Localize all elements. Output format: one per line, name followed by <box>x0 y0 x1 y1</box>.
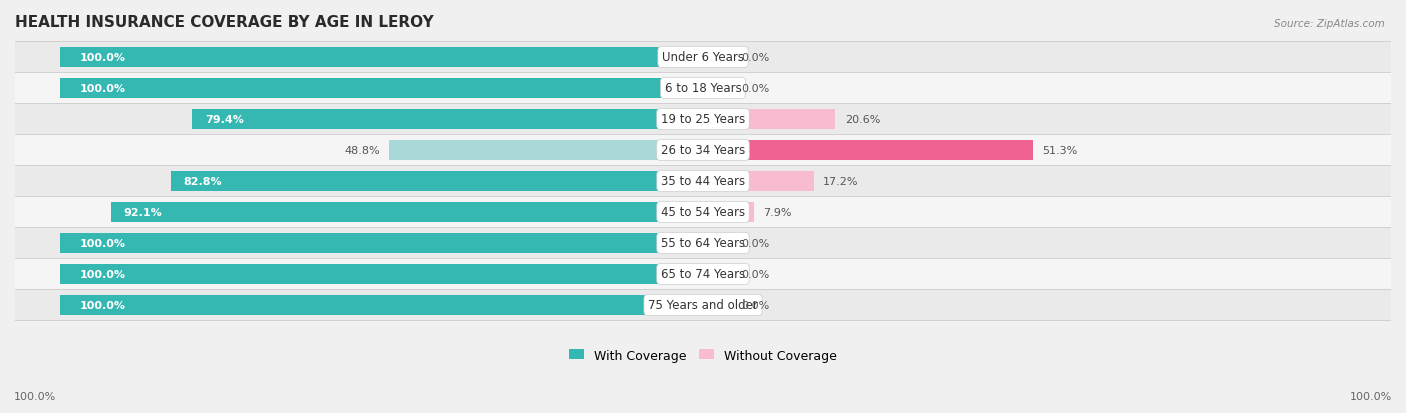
Text: 0.0%: 0.0% <box>741 300 770 310</box>
Text: 17.2%: 17.2% <box>824 176 859 187</box>
Bar <box>60 234 703 253</box>
Bar <box>60 265 703 284</box>
Bar <box>111 203 703 222</box>
Text: 100.0%: 100.0% <box>1350 391 1392 401</box>
Bar <box>703 234 733 253</box>
Bar <box>703 48 733 67</box>
Text: 92.1%: 92.1% <box>124 207 163 217</box>
Bar <box>389 141 703 160</box>
Text: 26 to 34 Years: 26 to 34 Years <box>661 144 745 157</box>
Text: 75 Years and older: 75 Years and older <box>648 299 758 312</box>
Text: 0.0%: 0.0% <box>741 238 770 248</box>
Text: 0.0%: 0.0% <box>741 84 770 94</box>
Bar <box>703 79 733 98</box>
Bar <box>703 265 733 284</box>
Bar <box>0 166 1406 197</box>
Text: 20.6%: 20.6% <box>845 115 880 125</box>
Bar <box>703 296 733 315</box>
Text: 79.4%: 79.4% <box>205 115 245 125</box>
Bar <box>703 203 754 222</box>
Text: 100.0%: 100.0% <box>79 300 125 310</box>
Bar <box>0 135 1406 166</box>
Text: 51.3%: 51.3% <box>1042 146 1078 156</box>
Text: 0.0%: 0.0% <box>741 269 770 279</box>
Text: 35 to 44 Years: 35 to 44 Years <box>661 175 745 188</box>
Text: 55 to 64 Years: 55 to 64 Years <box>661 237 745 250</box>
Text: 100.0%: 100.0% <box>79 53 125 63</box>
Text: Under 6 Years: Under 6 Years <box>662 51 744 64</box>
Text: 82.8%: 82.8% <box>183 176 222 187</box>
Bar <box>0 73 1406 104</box>
Bar <box>60 48 703 67</box>
Bar <box>0 290 1406 321</box>
Bar <box>0 228 1406 259</box>
Text: 100.0%: 100.0% <box>79 84 125 94</box>
Legend: With Coverage, Without Coverage: With Coverage, Without Coverage <box>564 344 842 367</box>
Text: 7.9%: 7.9% <box>763 207 792 217</box>
Text: HEALTH INSURANCE COVERAGE BY AGE IN LEROY: HEALTH INSURANCE COVERAGE BY AGE IN LERO… <box>15 15 433 30</box>
Bar <box>0 259 1406 290</box>
Bar <box>193 110 703 129</box>
Bar <box>0 197 1406 228</box>
Bar <box>60 296 703 315</box>
Bar <box>0 104 1406 135</box>
Text: 0.0%: 0.0% <box>741 53 770 63</box>
Text: 45 to 54 Years: 45 to 54 Years <box>661 206 745 219</box>
Bar <box>703 110 835 129</box>
Text: 48.8%: 48.8% <box>344 146 380 156</box>
Bar <box>703 141 1033 160</box>
Text: 100.0%: 100.0% <box>79 269 125 279</box>
Bar <box>170 172 703 191</box>
Text: Source: ZipAtlas.com: Source: ZipAtlas.com <box>1274 19 1385 28</box>
Text: 100.0%: 100.0% <box>14 391 56 401</box>
Text: 100.0%: 100.0% <box>79 238 125 248</box>
Text: 6 to 18 Years: 6 to 18 Years <box>665 82 741 95</box>
Bar <box>0 43 1406 73</box>
Bar <box>60 79 703 98</box>
Text: 19 to 25 Years: 19 to 25 Years <box>661 113 745 126</box>
Text: 65 to 74 Years: 65 to 74 Years <box>661 268 745 281</box>
Bar <box>703 172 814 191</box>
